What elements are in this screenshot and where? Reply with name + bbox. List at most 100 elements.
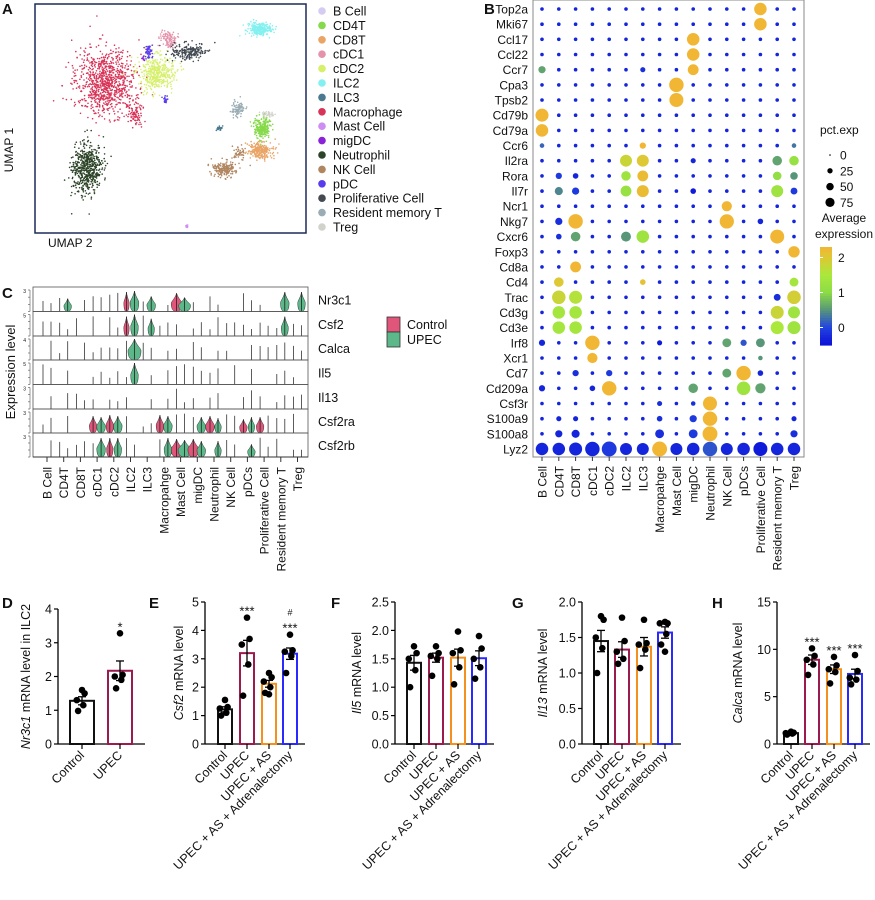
umap-cell-point	[88, 186, 91, 189]
umap-cell-point	[103, 146, 106, 149]
umap-cell-point	[221, 167, 223, 169]
dot-mark	[708, 356, 712, 360]
legend-label: CD8T	[333, 33, 366, 47]
umap-cell-point	[100, 72, 103, 75]
dot-mark	[573, 356, 578, 360]
umap-cell-point	[99, 50, 102, 53]
size-legend-dot	[829, 154, 831, 156]
umap-cell-point	[107, 65, 110, 68]
umap-cell-point	[234, 100, 236, 103]
umap-cell-point	[254, 144, 257, 146]
umap-cell-point	[85, 185, 87, 187]
umap-cell-point	[88, 166, 90, 168]
dot-mark	[708, 340, 712, 345]
dot-mark	[758, 431, 763, 436]
umap-cell-point	[85, 162, 88, 165]
umap-cell-point	[97, 156, 99, 159]
umap-cell-point	[150, 75, 152, 78]
umap-cell-point	[143, 83, 146, 86]
legend-color-dot	[318, 165, 326, 174]
umap-cell-point	[145, 86, 147, 89]
umap-cell-point	[110, 49, 112, 51]
umap-cell-point	[105, 73, 107, 75]
umap-cell-point	[139, 121, 141, 124]
dot-mark	[674, 22, 679, 27]
bar	[107, 669, 133, 746]
legend-label: Neutrophil	[333, 149, 390, 163]
umap-cell-point	[104, 66, 107, 69]
umap-cell-point	[75, 160, 77, 163]
umap-cell-point	[251, 150, 253, 153]
umap-cell-point	[108, 62, 111, 65]
umap-cell-point	[122, 92, 124, 94]
data-point	[621, 637, 628, 645]
umap-cell-point	[164, 95, 166, 97]
dot-mark	[691, 265, 696, 269]
umap-cell-point	[159, 76, 162, 78]
umap-cell-point	[261, 157, 264, 159]
umap-cell-point	[106, 102, 108, 105]
umap-cell-point	[71, 83, 73, 85]
umap-cell-point	[230, 166, 233, 169]
dot-mark	[620, 185, 632, 197]
dot-mark	[691, 219, 696, 224]
umap-cell-point	[123, 88, 126, 91]
umap-cell-point	[185, 51, 188, 53]
dot-mark	[724, 37, 729, 42]
dot-mark	[724, 295, 729, 300]
data-point	[847, 681, 855, 688]
dot-mark	[573, 98, 578, 102]
umap-cell-point	[157, 75, 160, 77]
umap-cell-point	[235, 148, 238, 151]
dot-mark	[724, 325, 729, 330]
umap-cell-point	[242, 107, 245, 109]
dot-mark	[669, 77, 684, 93]
umap-cell-point	[88, 74, 90, 76]
dot-mark	[770, 442, 784, 456]
umap-cell-point	[261, 22, 264, 25]
umap-cell-point	[231, 166, 234, 169]
umap-cell-point	[182, 57, 184, 60]
umap-cell-point	[130, 115, 132, 118]
umap-cell-point	[98, 104, 101, 107]
data-point	[600, 616, 607, 624]
umap-cell-point	[273, 31, 275, 34]
umap-cell-point	[121, 66, 124, 69]
dot-mark	[688, 383, 698, 394]
dot-mark	[540, 158, 544, 163]
umap-cell-point	[269, 155, 272, 157]
umap-cell-point	[111, 105, 113, 108]
umap-cell-point	[92, 157, 95, 160]
y-axis-label: Il13 mRNA level	[536, 629, 550, 718]
umap-cell-point	[154, 59, 157, 61]
umap-cell-point	[218, 174, 221, 176]
umap-cell-point	[85, 182, 88, 184]
umap-cell-point	[226, 165, 228, 167]
umap-cell-point	[107, 92, 110, 94]
y-axis-label-gene: Nr3c1	[19, 716, 33, 749]
umap-cell-point	[120, 65, 122, 67]
umap-cell-point	[70, 213, 73, 215]
legend-label: cDC2	[333, 62, 364, 76]
violin-legend-swatch	[386, 316, 401, 333]
umap-cell-point	[116, 72, 119, 74]
umap-cell-point	[272, 146, 275, 148]
umap-cell-point	[229, 161, 232, 163]
dot-mark	[708, 386, 712, 391]
umap-cell-point	[91, 65, 94, 68]
umap-cell-point	[174, 72, 177, 74]
gene-label: Nkg7	[500, 215, 528, 229]
umap-cell-point	[268, 149, 271, 152]
umap-cell-point	[203, 52, 206, 54]
legend-item: CD4T	[318, 19, 366, 33]
umap-cell-point	[91, 186, 93, 188]
umap-cell-point	[270, 113, 273, 115]
umap-cell-point	[198, 51, 200, 54]
dot-mark	[657, 128, 662, 133]
dot-mark	[741, 143, 746, 148]
umap-cell-point	[117, 76, 119, 78]
dot-mark	[702, 411, 718, 426]
umap-cell-point	[199, 48, 201, 50]
legend-color-dot	[318, 36, 326, 44]
